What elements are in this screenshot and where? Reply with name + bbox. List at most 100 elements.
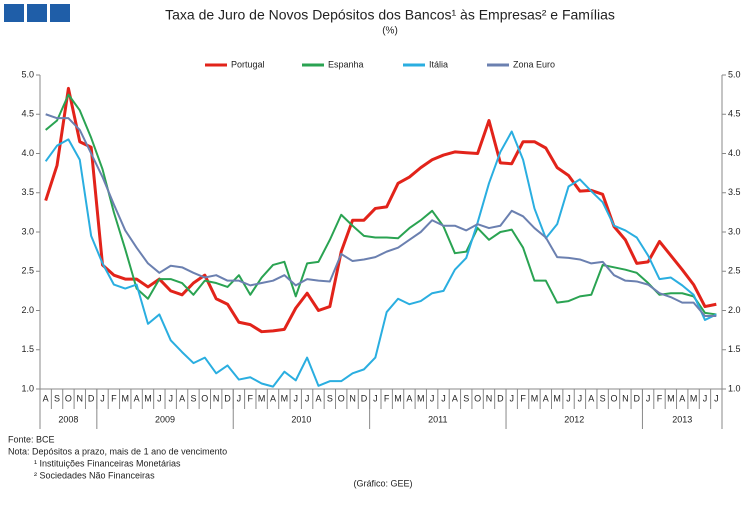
y-tick-label: 4.5	[21, 109, 34, 119]
y2-tick-label: 1.0	[728, 383, 741, 393]
x-tick-label: J	[646, 393, 651, 403]
legend-label: Espanha	[328, 59, 364, 69]
y2-tick-label: 4.5	[728, 109, 741, 119]
x-tick-label: M	[690, 393, 698, 403]
x-tick-label: N	[213, 393, 220, 403]
x-tick-label: J	[441, 393, 446, 403]
x-tick-label: J	[714, 393, 719, 403]
chart-title: Taxa de Juro de Novos Depósitos dos Banc…	[165, 7, 615, 23]
x-tick-label: O	[611, 393, 618, 403]
series-line	[45, 93, 717, 316]
x-tick-label: J	[100, 393, 105, 403]
logo-block	[50, 4, 70, 22]
logo-block	[4, 4, 24, 22]
x-tick-label: S	[600, 393, 606, 403]
x-tick-label: A	[43, 393, 49, 403]
x-tick-label: J	[566, 393, 571, 403]
x-tick-label: J	[294, 393, 299, 403]
x-tick-label: D	[497, 393, 504, 403]
x-tick-label: A	[452, 393, 458, 403]
x-tick-label: J	[430, 393, 435, 403]
y-tick-label: 4.0	[21, 148, 34, 158]
x-tick-label: M	[258, 393, 266, 403]
y-tick-label: 5.0	[21, 69, 34, 79]
x-tick-label: J	[703, 393, 708, 403]
x-tick-label: J	[168, 393, 173, 403]
y2-tick-label: 2.5	[728, 266, 741, 276]
x-tick-label: S	[190, 393, 196, 403]
y2-tick-label: 2.0	[728, 305, 741, 315]
x-tick-label: D	[634, 393, 641, 403]
y2-tick-label: 3.5	[728, 187, 741, 197]
legend-label: Portugal	[231, 59, 265, 69]
note: Nota: Depósitos a prazo, mais de 1 ano d…	[8, 446, 227, 456]
x-tick-label: A	[406, 393, 412, 403]
note: ² Sociedades Não Financeiras	[34, 470, 155, 480]
y-tick-label: 2.5	[21, 266, 34, 276]
year-label: 2012	[564, 414, 584, 424]
y2-tick-label: 3.0	[728, 226, 741, 236]
chart-subtitle: (%)	[382, 26, 398, 37]
y-tick-label: 3.0	[21, 226, 34, 236]
y2-tick-label: 5.0	[728, 69, 741, 79]
x-tick-label: M	[281, 393, 289, 403]
x-tick-label: A	[179, 393, 185, 403]
x-tick-label: F	[111, 393, 117, 403]
series-line	[45, 113, 717, 317]
x-tick-label: M	[144, 393, 152, 403]
x-tick-label: M	[394, 393, 402, 403]
x-tick-label: A	[270, 393, 276, 403]
x-tick-label: F	[657, 393, 663, 403]
year-label: 2008	[58, 414, 78, 424]
x-tick-label: A	[679, 393, 685, 403]
y-tick-label: 1.5	[21, 344, 34, 354]
legend-label: Itália	[429, 59, 448, 69]
x-tick-label: N	[349, 393, 356, 403]
x-tick-label: M	[553, 393, 561, 403]
x-tick-label: O	[474, 393, 481, 403]
x-tick-label: O	[201, 393, 208, 403]
x-tick-label: J	[157, 393, 162, 403]
y2-tick-label: 4.0	[728, 148, 741, 158]
year-label: 2010	[291, 414, 311, 424]
x-tick-label: J	[578, 393, 583, 403]
series-line	[44, 86, 717, 334]
x-tick-label: S	[463, 393, 469, 403]
x-tick-label: N	[622, 393, 629, 403]
x-tick-label: J	[237, 393, 242, 403]
y-tick-label: 3.5	[21, 187, 34, 197]
x-tick-label: S	[54, 393, 60, 403]
x-tick-label: D	[88, 393, 95, 403]
note: ¹ Instituições Financeiras Monetárias	[34, 458, 181, 468]
logo-block	[27, 4, 47, 22]
x-tick-label: D	[224, 393, 231, 403]
x-tick-label: A	[543, 393, 549, 403]
x-tick-label: F	[520, 393, 526, 403]
y-tick-label: 2.0	[21, 305, 34, 315]
legend-label: Zona Euro	[513, 59, 555, 69]
x-tick-label: O	[338, 393, 345, 403]
x-tick-label: F	[384, 393, 390, 403]
x-tick-label: F	[248, 393, 254, 403]
x-tick-label: M	[417, 393, 425, 403]
year-label: 2011	[428, 414, 447, 424]
series-line	[44, 130, 717, 388]
x-tick-label: M	[531, 393, 539, 403]
x-tick-label: A	[588, 393, 594, 403]
x-tick-label: N	[77, 393, 84, 403]
x-tick-label: J	[305, 393, 310, 403]
x-tick-label: M	[122, 393, 130, 403]
x-tick-label: S	[327, 393, 333, 403]
x-tick-label: D	[361, 393, 368, 403]
note: Fonte: BCE	[8, 434, 55, 444]
year-label: 2009	[155, 414, 175, 424]
y-tick-label: 1.0	[21, 383, 34, 393]
x-tick-label: O	[65, 393, 72, 403]
year-label: 2013	[672, 414, 692, 424]
x-tick-label: J	[373, 393, 378, 403]
y2-tick-label: 1.5	[728, 344, 741, 354]
credit: (Gráfico: GEE)	[353, 478, 412, 488]
x-tick-label: N	[486, 393, 493, 403]
x-tick-label: A	[315, 393, 321, 403]
